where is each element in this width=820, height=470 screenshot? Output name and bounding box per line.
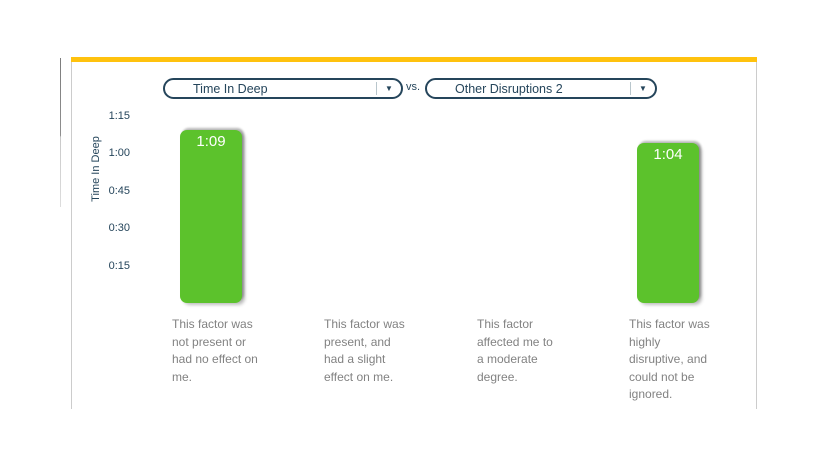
metric-dropdown[interactable]: Time In Deep ▼ (163, 78, 403, 99)
vs-label: vs. (406, 81, 421, 93)
dropdown-separator (630, 82, 631, 95)
factor-dropdown[interactable]: Other Disruptions 2 ▼ (425, 78, 657, 99)
dropdown-separator (376, 82, 377, 95)
factor-dropdown-value: Other Disruptions 2 (455, 81, 563, 96)
page-edge-line (60, 58, 61, 207)
metric-dropdown-value: Time In Deep (193, 81, 268, 96)
chart-panel (71, 57, 757, 409)
y-axis-title: Time In Deep (90, 136, 102, 202)
panel-top-accent-bar (71, 57, 757, 62)
dropdown-arrow-icon[interactable]: ▼ (639, 84, 647, 93)
dropdown-arrow-icon[interactable]: ▼ (385, 84, 393, 93)
